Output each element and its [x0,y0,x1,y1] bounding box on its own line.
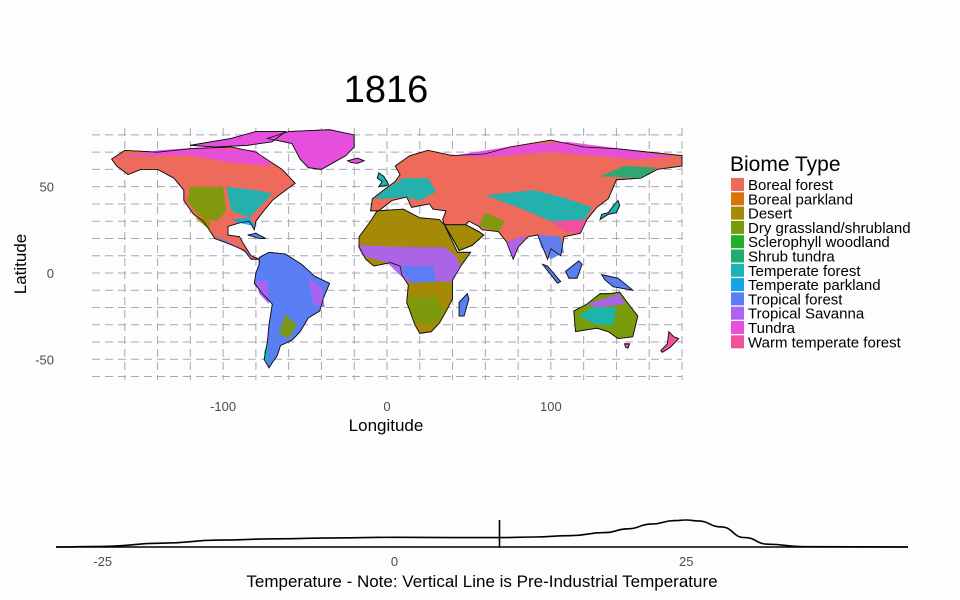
legend-label: Temperate forest [748,263,861,280]
legend-swatch [731,235,744,249]
legend-swatch [731,292,744,306]
y-axis-title: Latitude [11,234,30,295]
x-axis-title: Longitude [349,416,424,435]
legend-label: Boreal parkland [748,191,853,208]
legend-swatch [731,306,744,320]
x-tick-label: 100 [540,399,562,414]
biome-patch [195,217,210,230]
legend-swatch [731,206,744,220]
temperature-density-panel: -25 0 25 [55,519,909,569]
coastline-eurasia [370,139,683,261]
coastline-australia [573,291,639,340]
biome-patch [452,141,674,160]
density-x-axis-title: Temperature - Note: Vertical Line is Pre… [246,572,717,591]
biome-patch [308,278,325,308]
biome-patch [550,219,587,234]
legend-label: Sclerophyll woodland [748,234,890,251]
biome-patch [357,245,461,282]
density-x-tick-label: 25 [679,554,693,569]
coastline-cuba [247,232,266,239]
legend-label: Boreal forest [748,177,834,194]
legend-swatch [731,220,744,234]
coastline-greenland [265,129,355,170]
coastline-madagascar [458,292,470,317]
coastline-borneo [565,260,583,279]
legend-swatch [731,278,744,292]
legend-swatch [731,335,744,349]
map-axis-ticks: -100 0 100 -50 0 50 [35,180,562,414]
biome-patch [187,186,227,222]
landmass-new-zealand [660,330,680,353]
legend-label: Desert [748,206,793,223]
legend-swatch [731,263,744,277]
legend-label: Temperate parkland [748,277,881,294]
chart-title: 1816 [344,69,429,111]
biome-patch [226,186,273,218]
biome-patch [478,212,505,232]
legend-title: Biome Type [730,153,841,176]
legend-swatch [731,178,744,191]
coastline-arabia [443,224,485,252]
biome-patch [600,166,658,179]
density-curve [55,519,909,548]
coastline-iceland [346,157,366,164]
coastline-britain [376,172,390,188]
biome-patch [485,190,592,222]
legend-label: Tundra [748,320,796,337]
biome-patch [506,235,527,260]
biome-patch [578,307,617,325]
x-tick-label: 0 [383,399,390,414]
biome-patch [264,342,269,365]
legend-label: Shrub tundra [748,249,835,266]
density-x-tick-label: -25 [93,554,112,569]
y-tick-label: 0 [47,266,54,281]
coastline-north-america [111,146,296,260]
biome-patch [278,314,297,339]
biome-patch [214,235,256,260]
biome-patch [255,279,269,305]
y-tick-label: -50 [35,352,54,367]
coastline-japan [599,199,621,221]
coastline-south-america [253,251,331,369]
x-tick-label: -100 [210,399,236,414]
world-landmasses [111,129,683,369]
coastline-africa [358,208,472,334]
biome-patch [586,293,625,308]
legend-swatch [731,192,744,206]
biome-patch [401,266,437,284]
biome-patch [373,178,437,201]
coastline-tasmania [624,343,631,349]
density-x-tick-label: 0 [391,554,398,569]
biome-patch [408,297,445,325]
y-tick-label: 50 [40,180,54,195]
legend-swatch [731,321,744,334]
legend-label: Tropical Savanna [748,306,865,323]
coastline-new-guinea [600,274,635,291]
coastline-arctic-islands [190,131,287,148]
coastline-sumatra [541,263,562,284]
legend-swatch [731,249,744,263]
legend-label: Tropical forest [748,291,843,308]
legend-label: Dry grassland/shrubland [748,220,911,237]
coastline-new-zealand [660,330,680,353]
legend-label: Warm temperate forest [748,334,902,351]
